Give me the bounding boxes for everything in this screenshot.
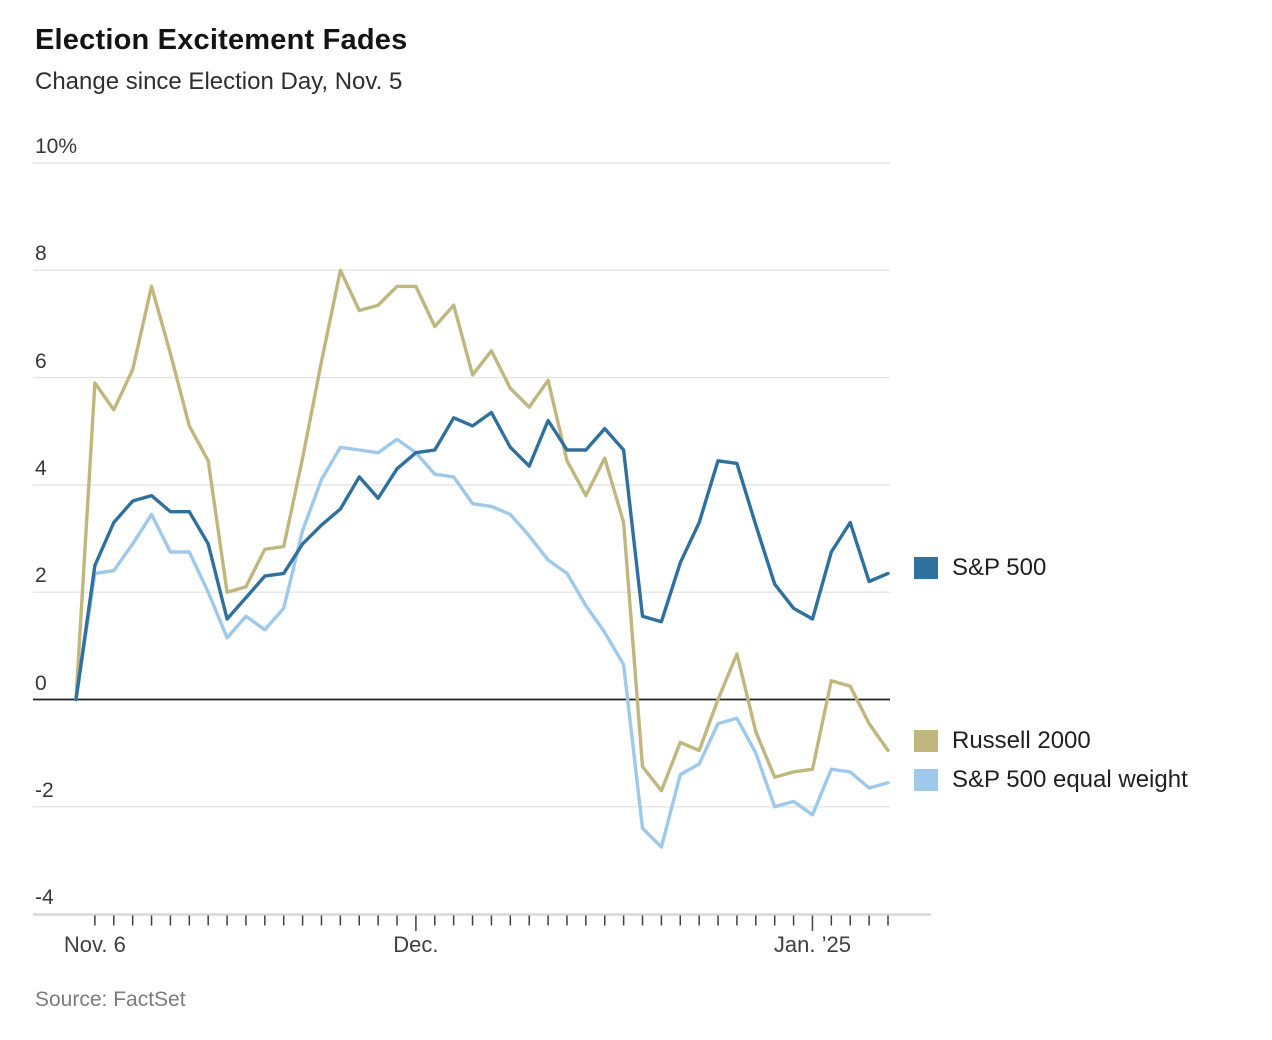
sp500-swatch-icon bbox=[914, 557, 938, 579]
series-line-s-p-500 bbox=[74, 410, 890, 702]
x-axis-label: Dec. bbox=[393, 932, 439, 957]
series-line-s-p-500-equal-weight bbox=[74, 437, 890, 849]
y-axis-label: 6 bbox=[35, 349, 47, 373]
y-axis-label: 2 bbox=[35, 564, 47, 588]
legend-label: Russell 2000 bbox=[952, 727, 1091, 754]
y-axis-label: -2 bbox=[35, 778, 54, 802]
series-line-russell-2000 bbox=[74, 268, 890, 793]
legend-item-sp500: S&P 500 bbox=[914, 554, 1046, 582]
russell2000-swatch-icon bbox=[914, 730, 938, 752]
legend-item-sp500-equal-weight: S&P 500 equal weight bbox=[914, 766, 1188, 794]
sp500-equal-weight-swatch-icon bbox=[914, 769, 938, 791]
x-axis-label: Nov. 6 bbox=[63, 932, 126, 957]
y-axis-label: 0 bbox=[35, 671, 47, 695]
chart-title: Election Excitement Fades bbox=[35, 24, 408, 56]
x-axis-label: Jan. ’25 bbox=[773, 932, 851, 957]
source-note: Source: FactSet bbox=[35, 988, 186, 1011]
y-axis-label: 8 bbox=[35, 242, 47, 266]
y-axis-label: 10% bbox=[35, 135, 78, 158]
y-axis-label: -4 bbox=[35, 886, 54, 910]
legend-item-russell2000: Russell 2000 bbox=[914, 727, 1091, 755]
chart-subtitle: Change since Election Day, Nov. 5 bbox=[35, 68, 403, 95]
legend-label: S&P 500 equal weight bbox=[952, 766, 1188, 793]
y-axis-label: 4 bbox=[35, 456, 47, 480]
legend-label: S&P 500 bbox=[952, 554, 1047, 581]
